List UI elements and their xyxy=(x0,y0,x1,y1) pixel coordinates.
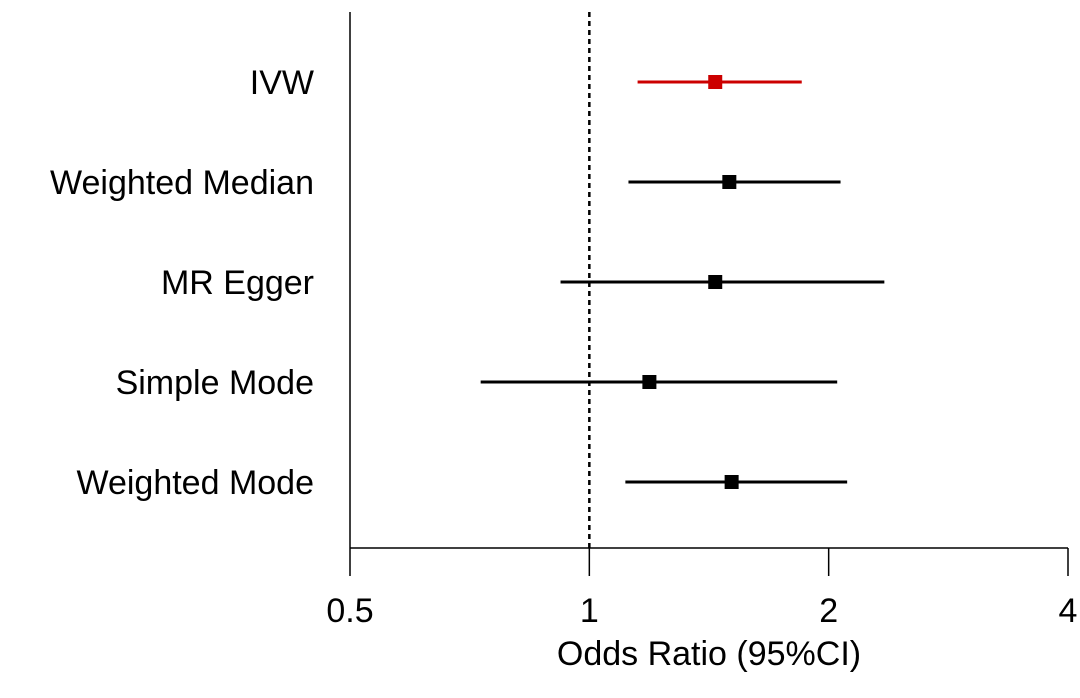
method-row: Simple Mode xyxy=(116,364,838,402)
point-estimate-marker xyxy=(708,75,723,89)
point-estimate-marker xyxy=(724,475,739,489)
method-row: Weighted Mode xyxy=(76,464,848,502)
point-estimate-marker xyxy=(708,275,723,289)
x-tick-label: 4 xyxy=(1059,592,1078,630)
method-label: IVW xyxy=(250,64,314,102)
method-row: Weighted Median xyxy=(50,164,841,202)
method-label: MR Egger xyxy=(161,264,314,302)
point-estimate-marker xyxy=(722,175,737,189)
method-label: Weighted Mode xyxy=(76,464,314,502)
method-estimates: IVW Weighted Median MR Egger Simple Mode Wei… xyxy=(50,64,885,502)
x-axis-label: Odds Ratio (95%CI) xyxy=(557,635,861,673)
point-estimate-marker xyxy=(642,375,657,389)
method-label: Weighted Median xyxy=(50,164,314,202)
x-axis-ticks: 0.5 1 2 4 xyxy=(326,548,1077,630)
x-tick-label: 2 xyxy=(819,592,838,630)
method-label: Simple Mode xyxy=(116,364,314,402)
x-tick-label: 1 xyxy=(580,592,599,630)
method-row: IVW xyxy=(250,64,802,102)
x-tick-label: 0.5 xyxy=(326,592,373,630)
method-row: MR Egger xyxy=(161,264,885,302)
